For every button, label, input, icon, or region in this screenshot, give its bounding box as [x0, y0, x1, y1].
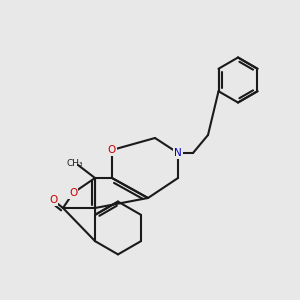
Text: N: N: [174, 148, 182, 158]
Text: O: O: [69, 188, 77, 198]
Text: CH₃: CH₃: [67, 159, 83, 168]
Text: O: O: [49, 195, 57, 205]
Text: O: O: [108, 145, 116, 155]
